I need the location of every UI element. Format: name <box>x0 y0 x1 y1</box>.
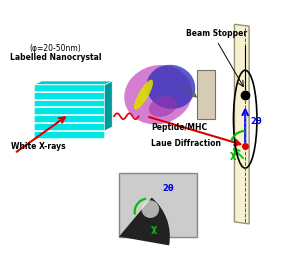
FancyBboxPatch shape <box>34 93 104 99</box>
Bar <box>34 100 104 106</box>
FancyBboxPatch shape <box>34 116 104 122</box>
FancyBboxPatch shape <box>34 108 104 114</box>
Ellipse shape <box>134 80 153 110</box>
Text: (φ=20-50nm): (φ=20-50nm) <box>29 44 81 53</box>
Text: Labelled Nanocrystal: Labelled Nanocrystal <box>10 54 101 62</box>
Text: Beam Stopper: Beam Stopper <box>186 29 248 38</box>
Polygon shape <box>34 81 112 85</box>
Text: χ: χ <box>150 224 157 234</box>
Bar <box>119 173 197 236</box>
Text: Peptide/MHC: Peptide/MHC <box>151 122 207 132</box>
Text: 2θ: 2θ <box>162 184 174 193</box>
Text: χ: χ <box>230 150 236 160</box>
FancyBboxPatch shape <box>197 70 215 119</box>
Bar <box>34 107 104 114</box>
Polygon shape <box>104 81 112 131</box>
Polygon shape <box>235 24 249 224</box>
Text: Laue Diffraction: Laue Diffraction <box>151 139 221 148</box>
Bar <box>34 92 104 99</box>
Bar <box>34 115 104 122</box>
FancyBboxPatch shape <box>34 124 104 130</box>
Ellipse shape <box>149 96 177 117</box>
Wedge shape <box>119 198 170 245</box>
Bar <box>34 84 104 91</box>
Ellipse shape <box>124 65 192 124</box>
FancyBboxPatch shape <box>34 85 104 91</box>
Ellipse shape <box>142 200 159 218</box>
Ellipse shape <box>146 65 195 109</box>
Bar <box>34 131 104 138</box>
FancyBboxPatch shape <box>34 132 104 138</box>
Text: White X-rays: White X-rays <box>11 142 66 151</box>
Bar <box>34 123 104 130</box>
Text: 2θ: 2θ <box>250 117 262 126</box>
FancyBboxPatch shape <box>34 101 104 106</box>
